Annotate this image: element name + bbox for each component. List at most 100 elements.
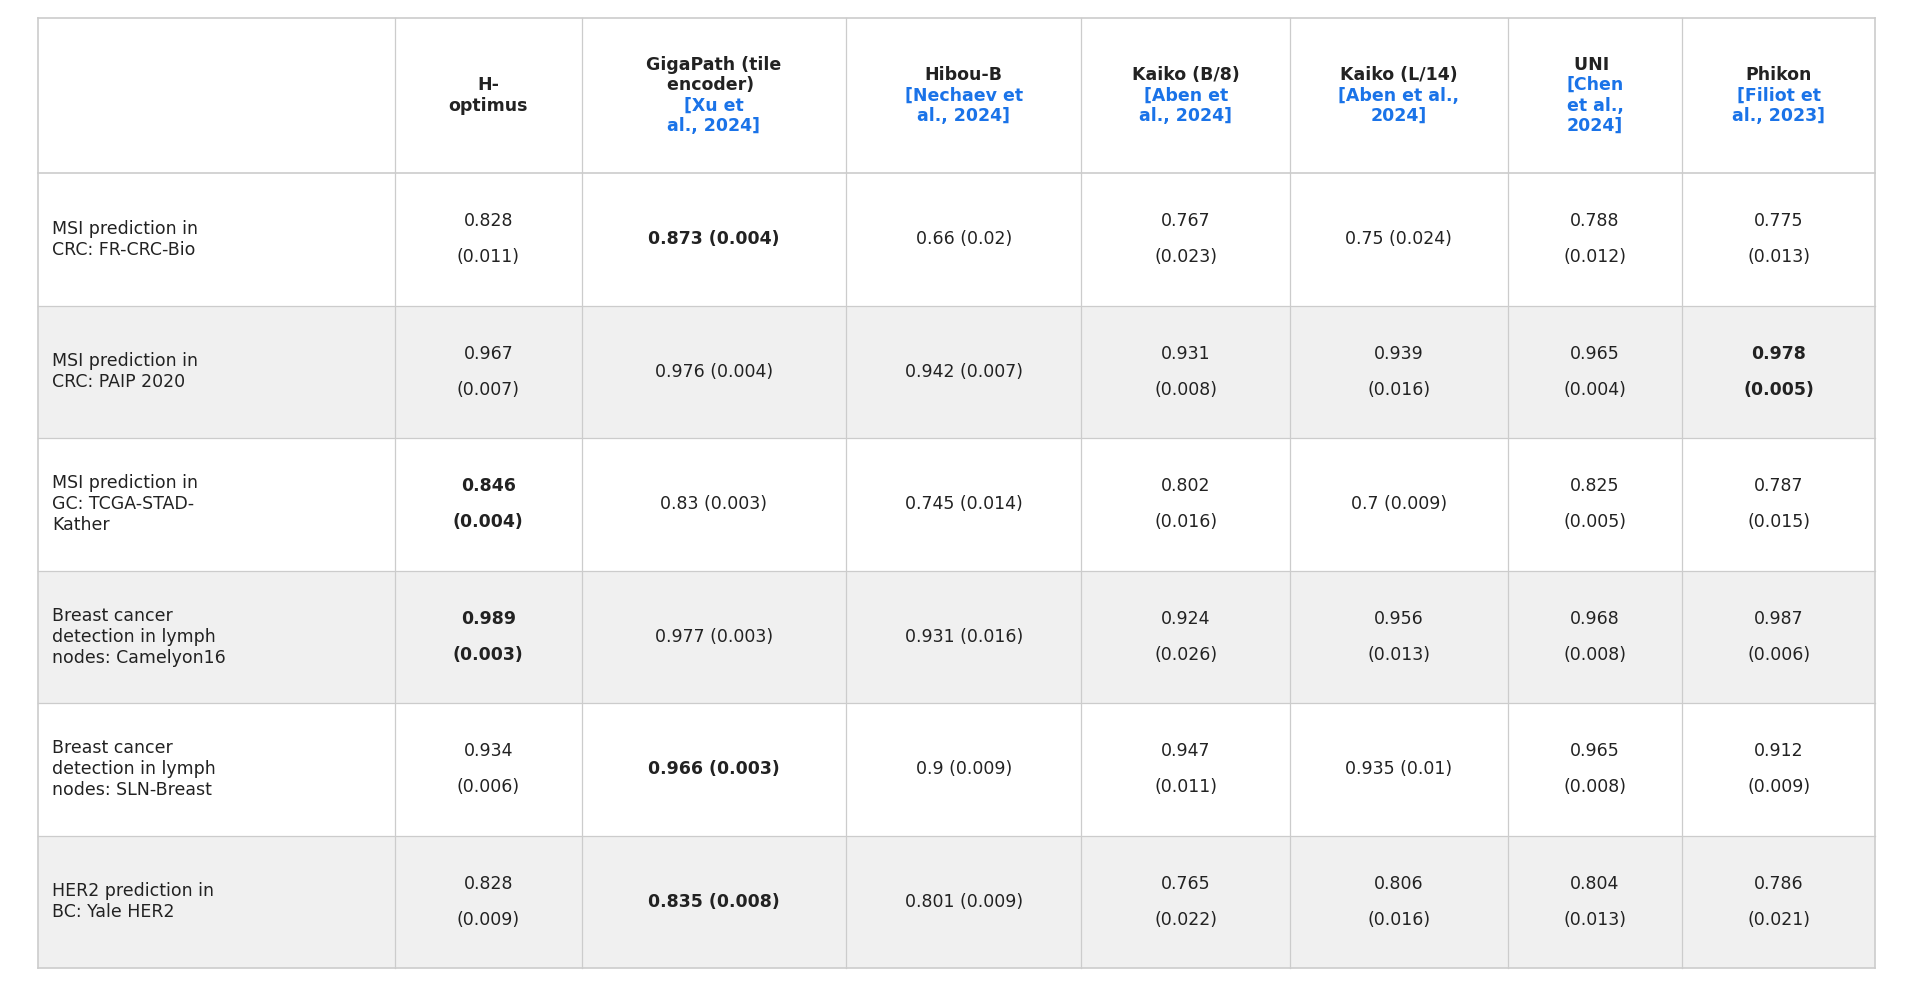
Text: GigaPath (tile: GigaPath (tile [646,56,782,74]
Text: al., 2024]: al., 2024] [667,117,761,135]
Text: 0.956: 0.956 [1373,610,1423,628]
Text: 0.934: 0.934 [463,742,513,761]
Text: 0.804: 0.804 [1569,875,1619,892]
Text: 0.924: 0.924 [1159,610,1209,628]
Text: Kaiko (L/14): Kaiko (L/14) [1339,66,1457,84]
Text: Breast cancer
detection in lymph
nodes: SLN-Breast: Breast cancer detection in lymph nodes: … [51,739,215,799]
Text: (0.011): (0.011) [456,248,519,266]
Text: (0.006): (0.006) [1747,646,1810,663]
Text: 0.775: 0.775 [1753,213,1802,230]
Text: 0.912: 0.912 [1753,742,1802,761]
Text: 0.965: 0.965 [1569,742,1619,761]
Text: 0.825: 0.825 [1569,477,1619,495]
Text: 0.802: 0.802 [1159,477,1209,495]
Text: 0.967: 0.967 [463,344,513,363]
Text: 0.965: 0.965 [1569,344,1619,363]
Text: al., 2024]: al., 2024] [1138,107,1232,125]
Text: MSI prediction in
CRC: FR-CRC-Bio: MSI prediction in CRC: FR-CRC-Bio [51,219,198,259]
Text: et al.,: et al., [1566,96,1623,115]
Text: 0.806: 0.806 [1373,875,1423,892]
Text: (0.008): (0.008) [1562,778,1625,796]
Text: (0.026): (0.026) [1154,646,1217,663]
Text: MSI prediction in
CRC: PAIP 2020: MSI prediction in CRC: PAIP 2020 [51,352,198,392]
Text: 0.801 (0.009): 0.801 (0.009) [904,892,1022,911]
Text: (0.008): (0.008) [1154,381,1217,399]
Text: (0.006): (0.006) [456,778,519,796]
Bar [38,173,1875,305]
Text: 0.828: 0.828 [463,875,513,892]
Text: Phikon: Phikon [1745,66,1812,84]
Text: 0.966 (0.003): 0.966 (0.003) [648,761,780,778]
Text: 0.9 (0.009): 0.9 (0.009) [915,761,1011,778]
Text: 2024]: 2024] [1566,117,1623,135]
Text: (0.013): (0.013) [1747,248,1810,266]
Text: 0.931 (0.016): 0.931 (0.016) [904,628,1022,646]
Text: (0.009): (0.009) [1747,778,1810,796]
Text: 0.976 (0.004): 0.976 (0.004) [654,363,772,381]
Bar [38,438,1875,571]
Text: 0.977 (0.003): 0.977 (0.003) [654,628,772,646]
Text: (0.016): (0.016) [1367,381,1430,399]
Bar [38,305,1875,438]
Text: 0.989: 0.989 [461,610,515,628]
Text: (0.005): (0.005) [1743,381,1814,399]
Text: Kaiko (B/8): Kaiko (B/8) [1131,66,1240,84]
Text: (0.003): (0.003) [452,646,523,663]
Text: (0.016): (0.016) [1367,910,1430,929]
Text: [Aben et al.,: [Aben et al., [1337,87,1459,104]
Text: 0.66 (0.02): 0.66 (0.02) [915,230,1011,248]
Text: 0.788: 0.788 [1569,213,1619,230]
Text: 2024]: 2024] [1369,107,1426,125]
Text: 0.939: 0.939 [1373,344,1423,363]
Text: (0.009): (0.009) [456,910,519,929]
Text: (0.021): (0.021) [1747,910,1810,929]
Text: 0.767: 0.767 [1159,213,1209,230]
Text: (0.004): (0.004) [452,513,523,531]
Text: (0.011): (0.011) [1154,778,1217,796]
Text: 0.787: 0.787 [1753,477,1802,495]
Text: UNI: UNI [1573,56,1615,74]
Text: 0.987: 0.987 [1753,610,1802,628]
Text: (0.013): (0.013) [1562,910,1625,929]
Text: (0.016): (0.016) [1154,513,1217,531]
Text: 0.978: 0.978 [1751,344,1806,363]
Text: 0.7 (0.009): 0.7 (0.009) [1350,495,1446,514]
Text: 0.935 (0.01): 0.935 (0.01) [1344,761,1451,778]
Text: optimus: optimus [448,96,528,115]
Text: (0.015): (0.015) [1747,513,1810,531]
Text: 0.765: 0.765 [1159,875,1209,892]
Text: 0.947: 0.947 [1159,742,1209,761]
Text: 0.846: 0.846 [461,477,515,495]
Text: (0.007): (0.007) [456,381,519,399]
Text: 0.968: 0.968 [1569,610,1619,628]
Text: 0.786: 0.786 [1753,875,1802,892]
Text: Hibou-B: Hibou-B [925,66,1001,84]
Text: (0.008): (0.008) [1562,646,1625,663]
Text: encoder): encoder) [667,76,761,94]
Text: 0.931: 0.931 [1159,344,1209,363]
Text: 0.835 (0.008): 0.835 (0.008) [648,892,780,911]
Text: [Nechaev et: [Nechaev et [904,87,1022,104]
Text: al., 2023]: al., 2023] [1732,107,1825,125]
Text: al., 2024]: al., 2024] [917,107,1009,125]
Text: 0.942 (0.007): 0.942 (0.007) [904,363,1022,381]
Text: 0.873 (0.004): 0.873 (0.004) [648,230,780,248]
Bar [38,835,1875,968]
Text: [Chen: [Chen [1566,76,1623,94]
Text: [Aben et: [Aben et [1142,87,1228,104]
Text: 0.745 (0.014): 0.745 (0.014) [904,495,1022,514]
Bar [38,571,1875,703]
Text: (0.013): (0.013) [1367,646,1430,663]
Bar [38,18,1875,173]
Text: Breast cancer
detection in lymph
nodes: Camelyon16: Breast cancer detection in lymph nodes: … [51,607,225,666]
Text: HER2 prediction in
BC: Yale HER2: HER2 prediction in BC: Yale HER2 [51,883,214,921]
Bar [38,703,1875,835]
Text: [Filiot et: [Filiot et [1735,87,1819,104]
Text: 0.75 (0.024): 0.75 (0.024) [1344,230,1451,248]
Text: (0.004): (0.004) [1562,381,1625,399]
Text: 0.83 (0.003): 0.83 (0.003) [660,495,767,514]
Text: MSI prediction in
GC: TCGA-STAD-
Kather: MSI prediction in GC: TCGA-STAD- Kather [51,474,198,534]
Text: 0.828: 0.828 [463,213,513,230]
Text: (0.012): (0.012) [1562,248,1625,266]
Text: (0.005): (0.005) [1562,513,1625,531]
